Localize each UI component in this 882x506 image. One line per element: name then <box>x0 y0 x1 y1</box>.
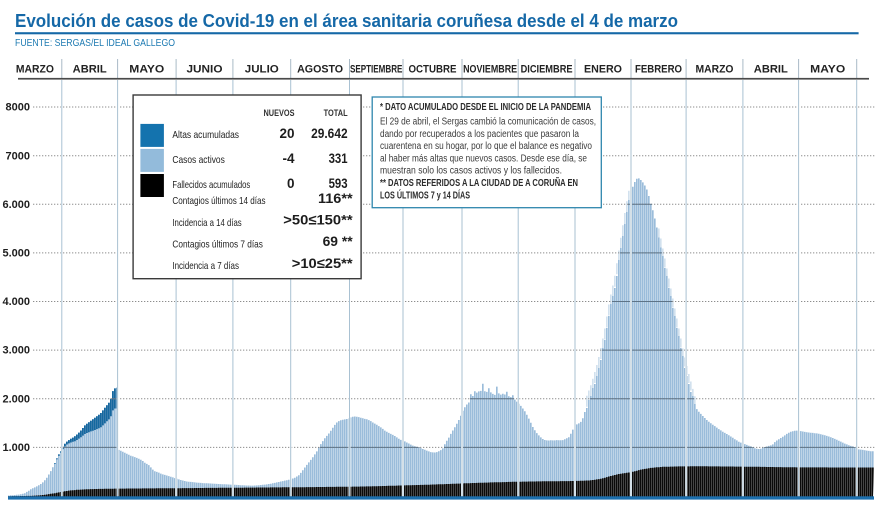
svg-text:MARZO: MARZO <box>16 64 54 76</box>
svg-text:al haber más altas que nuevos: al haber más altas que nuevos casos. Des… <box>380 153 587 164</box>
svg-text:Evolución de casos de Covid-19: Evolución de casos de Covid-19 en el áre… <box>15 11 678 31</box>
svg-text:MAYO: MAYO <box>810 64 845 76</box>
svg-text:OCTUBRE: OCTUBRE <box>409 64 457 76</box>
svg-text:DICIEMBRE: DICIEMBRE <box>521 64 573 76</box>
svg-text:5.000: 5.000 <box>2 248 30 260</box>
svg-text:-4: -4 <box>282 151 294 166</box>
svg-text:Incidencia a 7 días: Incidencia a 7 días <box>172 260 239 272</box>
svg-text:3.000: 3.000 <box>2 345 30 357</box>
svg-text:cuarentena en su hogar, por lo: cuarentena en su hogar, por lo que el ba… <box>380 141 592 152</box>
svg-text:593: 593 <box>329 176 348 191</box>
svg-text:FEBRERO: FEBRERO <box>635 64 682 76</box>
svg-text:muestran solo los casos activo: muestran solo los casos activos y los fa… <box>380 166 562 177</box>
svg-text:NOVIEMBRE: NOVIEMBRE <box>463 64 517 76</box>
svg-text:Incidencia a 14 días: Incidencia a 14 días <box>172 217 241 229</box>
svg-text:0: 0 <box>287 176 295 191</box>
svg-text:** DATOS REFERIDOS A LA CIUDAD: ** DATOS REFERIDOS A LA CIUDAD DE A CORU… <box>380 176 578 189</box>
svg-text:Contagios últimos 7 días: Contagios últimos 7 días <box>172 238 263 250</box>
svg-text:ABRIL: ABRIL <box>754 64 788 76</box>
svg-text:JUNIO: JUNIO <box>187 64 223 76</box>
svg-text:116**: 116** <box>318 190 353 206</box>
svg-text:ENERO: ENERO <box>584 64 622 76</box>
svg-text:JULIO: JULIO <box>245 64 279 76</box>
svg-text:El 29 de abril, el Sergas camb: El 29 de abril, el Sergas cambió la comu… <box>380 117 596 128</box>
svg-text:8000: 8000 <box>6 102 30 114</box>
svg-text:NUEVOS: NUEVOS <box>264 108 295 118</box>
svg-text:29.642: 29.642 <box>311 126 348 141</box>
svg-text:Altas acumuladas: Altas acumuladas <box>172 129 239 141</box>
svg-text:>50≤150**: >50≤150** <box>283 212 353 228</box>
svg-text:* DATO ACUMULADO DESDE EL INIC: * DATO ACUMULADO DESDE EL INICIO DE LA P… <box>380 102 591 113</box>
svg-text:SEPTIEMBRE: SEPTIEMBRE <box>350 64 403 76</box>
svg-text:69 **: 69 ** <box>323 233 354 249</box>
svg-text:20: 20 <box>279 126 294 141</box>
svg-text:FUENTE: SERGAS/EL IDEAL GALLEG: FUENTE: SERGAS/EL IDEAL GALLEGO <box>15 38 175 49</box>
svg-text:AGOSTO: AGOSTO <box>297 64 343 76</box>
svg-text:Casos activos: Casos activos <box>172 154 224 166</box>
svg-text:ABRIL: ABRIL <box>73 64 107 76</box>
svg-text:dando por recuperados a los pa: dando por recuperados a los pacientes qu… <box>380 129 579 140</box>
svg-text:7000: 7000 <box>6 150 30 162</box>
svg-text:6.000: 6.000 <box>2 199 30 211</box>
svg-text:Fallecidos acumulados: Fallecidos acumulados <box>172 179 250 191</box>
svg-text:TOTAL: TOTAL <box>324 108 348 118</box>
svg-text:LOS ÚLTIMOS 7 y 14 DÍAS: LOS ÚLTIMOS 7 y 14 DÍAS <box>380 188 470 201</box>
svg-text:>10≤25**: >10≤25** <box>292 255 353 271</box>
svg-text:Contagios últimos 14 días: Contagios últimos 14 días <box>172 195 265 207</box>
svg-text:2.000: 2.000 <box>2 393 30 405</box>
svg-text:1.000: 1.000 <box>2 442 30 454</box>
svg-text:331: 331 <box>329 151 348 166</box>
svg-text:MARZO: MARZO <box>696 64 734 76</box>
svg-text:4.000: 4.000 <box>2 296 30 308</box>
svg-text:MAYO: MAYO <box>129 64 164 76</box>
